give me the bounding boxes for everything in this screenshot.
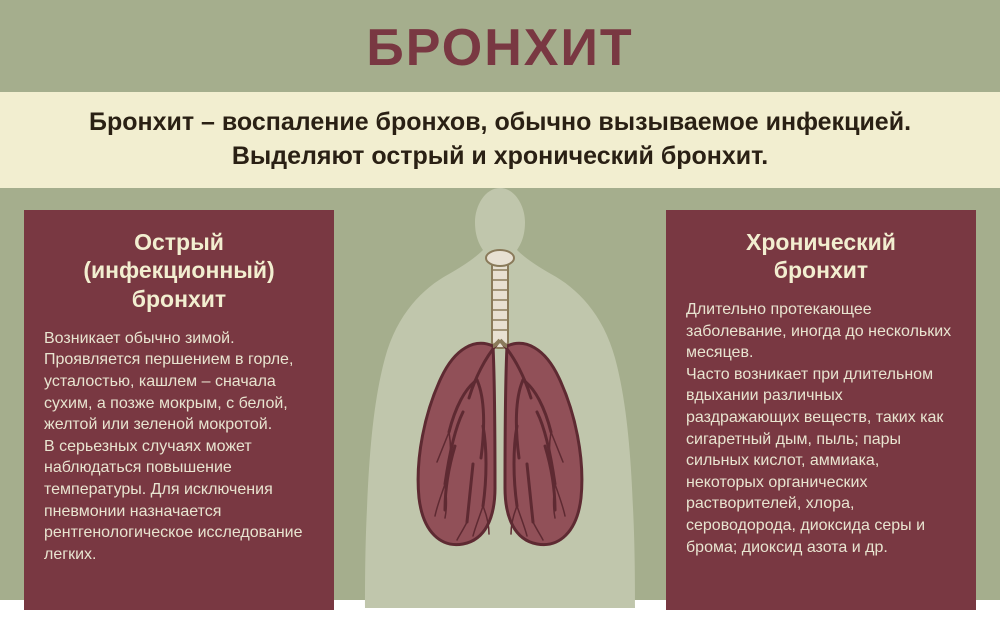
panel-chronic-text: Длительно протекающее заболевание, иногд… [686, 299, 956, 558]
main-title: БРОНХИТ [0, 0, 1000, 92]
definition-band: Бронхит – воспаление бронхов, обычно выз… [0, 92, 1000, 188]
panel-chronic-title: Хронический бронхит [686, 228, 956, 286]
content-columns: Острый (инфекционный) бронхит Возникает … [0, 210, 1000, 620]
infographic: БРОНХИТ Бронхит – воспаление бронхов, об… [0, 0, 1000, 600]
panel-chronic: Хронический бронхит Длительно протекающе… [666, 210, 976, 610]
panel-acute-text: Возникает обычно зимой. Проявляется перш… [44, 328, 314, 566]
panel-acute: Острый (инфекционный) бронхит Возникает … [24, 210, 334, 610]
lungs-illustration [345, 188, 655, 608]
lungs-icon [345, 188, 655, 608]
panel-acute-title: Острый (инфекционный) бронхит [44, 228, 314, 314]
